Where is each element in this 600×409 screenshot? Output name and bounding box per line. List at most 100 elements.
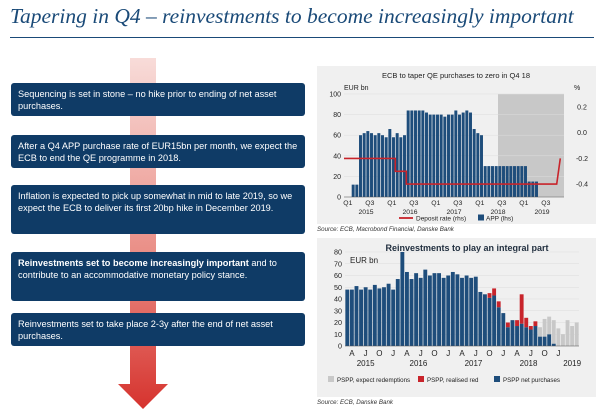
chart1-bar-app — [531, 181, 535, 197]
chart2-bar-net-purchases — [487, 297, 492, 346]
chart1-legend-app: APP (lhs) — [486, 216, 513, 223]
bullet-inflation: Inflation is expected to pick up somewha… — [11, 185, 305, 234]
chart2-bar-net-purchases — [372, 284, 377, 346]
chart-ecb-taper-svg: ECB to taper QE purchases to zero in Q4 … — [329, 71, 588, 223]
title-rule — [10, 37, 594, 38]
chart2-bar-net-purchases — [446, 275, 451, 346]
chart1-xtick-year: 2019 — [534, 209, 549, 216]
chart2-xtick-month: J — [364, 349, 368, 358]
chart1-bar-app — [469, 112, 472, 197]
chart2-bar-net-purchases — [354, 286, 359, 346]
chart2-bar-net-purchases — [510, 320, 515, 346]
chart2-bar-net-purchases — [432, 273, 437, 346]
chart1-bar-app — [524, 166, 527, 197]
chart1-bar-app — [439, 114, 443, 197]
chart2-bar-net-purchases — [418, 277, 423, 346]
chart-ecb-taper: ECB to taper QE purchases to zero in Q4 … — [317, 66, 596, 224]
chart1-ylabel-right: % — [574, 85, 580, 92]
chart1-title: ECB to taper QE purchases to zero in Q4 … — [382, 71, 530, 80]
chart2-ylabel: EUR bn — [350, 256, 378, 265]
chart2-bar-net-purchases — [482, 294, 487, 346]
bullet-qe-end: After a Q4 APP purchase rate of EUR15bn … — [11, 135, 305, 168]
chart2-bar-net-purchases — [450, 271, 455, 346]
source-chart2: Source: ECB, Danske Bank — [317, 399, 394, 406]
chart1-bar-app — [425, 112, 428, 197]
chart1-bar-app — [366, 131, 370, 197]
chart1-bar-app — [432, 114, 436, 197]
chart2-bar-realised-red — [515, 320, 520, 327]
chart2-bar-net-purchases — [359, 289, 364, 346]
chart2-legend-realised: PSPP, realised red — [427, 377, 479, 384]
chart1-ytick-left: 60 — [333, 133, 341, 140]
chart1-bar-app — [502, 166, 505, 197]
chart2-bar-net-purchases — [349, 289, 354, 346]
chart1-bar-app — [513, 166, 516, 197]
chart2-ytick: 0 — [338, 342, 342, 351]
chart1-xtick-quarter: Q3 — [453, 200, 462, 207]
chart1-bar-app — [476, 133, 480, 197]
chart2-legend-swatch-net — [494, 376, 500, 382]
chart1-bar-app — [373, 135, 377, 197]
chart2-xtick-month: J — [529, 349, 533, 358]
chart2-bar-realised-red — [533, 321, 538, 327]
chart2-ytick: 30 — [334, 306, 342, 315]
chart1-bar-app — [359, 135, 362, 197]
chart2-bar-net-purchases — [528, 329, 533, 346]
chart1-ytick-left: 0 — [337, 195, 341, 202]
chart2-bar-net-purchases — [400, 252, 405, 346]
chart2-bar-expect-redemptions — [542, 318, 547, 337]
chart2-ytick: 50 — [334, 283, 342, 292]
chart2-legend-swatch-realised — [418, 376, 424, 382]
chart1-bar-app — [498, 166, 502, 197]
chart2-xtick-year: 2016 — [410, 359, 428, 368]
chart1-bar-app — [395, 133, 399, 197]
chart1-ytick-left: 80 — [333, 112, 341, 119]
source-chart1: Source: ECB, Macrobond Financial, Danske… — [317, 226, 454, 233]
chart1-bar-app — [535, 181, 538, 197]
chart1-bar-app — [494, 166, 498, 197]
chart2-bar-realised-red — [519, 294, 524, 324]
chart1-ytick-right: 0.2 — [577, 104, 587, 111]
chart1-bar-app — [458, 114, 461, 197]
chart2-bar-net-purchases — [345, 289, 350, 346]
chart1-xtick-quarter: Q1 — [431, 200, 440, 207]
chart1-bar-app — [403, 135, 406, 197]
chart2-bar-net-purchases — [538, 336, 542, 346]
chart1-bar-app — [388, 129, 392, 197]
chart1-bar-app — [443, 116, 447, 197]
chart2-bar-net-purchases — [404, 271, 409, 346]
chart2-bar-net-purchases — [473, 276, 478, 346]
chart1-xtick-quarter: Q1 — [519, 200, 528, 207]
chart2-xtick-month: J — [501, 349, 505, 358]
chart2-bar-realised-red — [496, 301, 501, 308]
chart1-bar-app — [483, 166, 487, 197]
chart1-ytick-right: 0.0 — [577, 130, 587, 137]
chart2-xtick-month: O — [376, 349, 382, 358]
chart2-xtick-month: J — [419, 349, 423, 358]
chart1-line-deposit-rate — [344, 157, 562, 185]
chart1-bar-app — [527, 181, 531, 197]
chart1-ytick-left: 100 — [329, 92, 341, 99]
chart2-xtick-month: A — [404, 349, 410, 358]
chart1-bar-app — [480, 135, 483, 197]
chart2-bar-net-purchases — [386, 283, 391, 346]
bullet-sequencing: Sequencing is set in stone – no hike pri… — [11, 83, 305, 116]
chart1-bar-app — [509, 166, 513, 197]
chart2-xtick-month: A — [349, 349, 355, 358]
chart2-bar-net-purchases — [455, 274, 460, 346]
chart1-bar-app — [421, 110, 425, 197]
chart1-ytick-right: -0.4 — [576, 182, 588, 189]
chart1-xtick-quarter: Q3 — [541, 200, 550, 207]
chart1-xtick-year: 2016 — [402, 209, 417, 216]
chart2-bar-net-purchases — [533, 326, 538, 346]
chart2-xtick-year: 2018 — [520, 359, 538, 368]
chart2-bar-net-purchases — [409, 279, 414, 346]
chart2-bar-realised-red — [505, 322, 510, 328]
chart2-bar-expect-redemptions — [551, 320, 556, 344]
chart2-bar-net-purchases — [427, 275, 432, 346]
chart2-legend-net: PSPP net purchases — [503, 377, 560, 384]
chart2-bar-net-purchases — [460, 277, 464, 346]
chart2-bar-net-purchases — [423, 269, 428, 346]
chart1-bar-app — [461, 112, 465, 197]
chart1-ytick-left: 20 — [333, 174, 341, 181]
